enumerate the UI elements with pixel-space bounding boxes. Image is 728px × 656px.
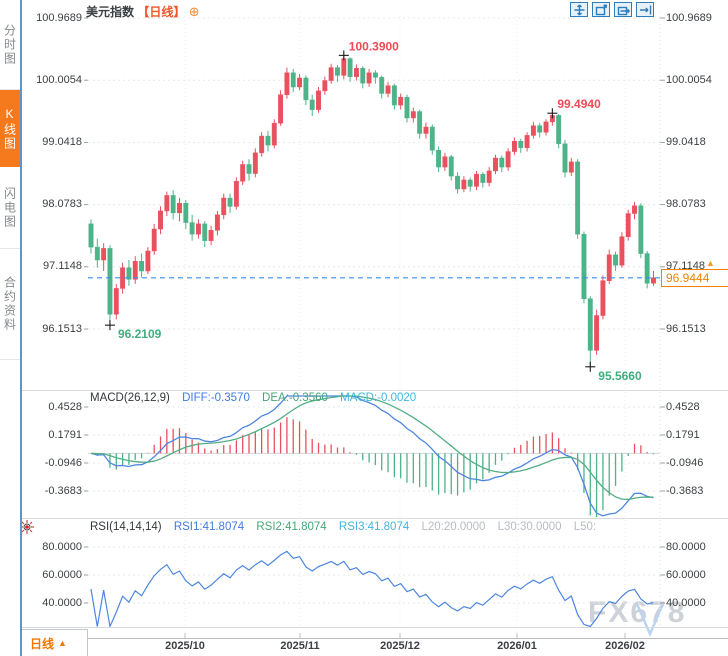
chart-title: 美元指数 【日线】 ⊕: [86, 3, 200, 20]
price-axis-label-left: 98.0783: [42, 198, 82, 211]
price-axis-label-right: 100.9689: [666, 11, 712, 24]
chart-toolbar: [570, 2, 654, 17]
macd-title: MACD(26,12,9): [90, 392, 170, 404]
rsi-title: RSI(14,14,14): [90, 521, 162, 533]
rsi-series: [90, 550, 654, 629]
macd-axis-label-right: 0.1791: [666, 428, 700, 441]
goto-latest-icon[interactable]: [636, 2, 654, 17]
rsi2-value: RSI2:41.8074: [256, 521, 327, 533]
price-annotations: 100.3900 99.4940 96.2109 95.5660: [104, 39, 642, 383]
rsi3-value: RSI3:41.8074: [338, 521, 410, 533]
sidebar-tab-kline-chart[interactable]: K线图: [0, 90, 20, 167]
price-axis-label-right: 99.0418: [666, 135, 706, 148]
price-axis-label-left: 99.0418: [42, 135, 82, 148]
rsi-axis-label-left: 60.0000: [42, 568, 82, 581]
extreme-high-label: 100.3900: [349, 39, 399, 53]
instrument-name: 美元指数: [86, 5, 135, 19]
rsi-header: RSI(14,14,14) RSI1:41.8074 RSI2:41.8074 …: [90, 521, 605, 533]
price-axis-label-left: 100.9689: [36, 11, 82, 24]
price-axis-label-left: 100.0054: [36, 73, 82, 86]
macd-axis-label-right: 0.4528: [666, 400, 700, 413]
period-selector-arrow-icon: ▲: [58, 638, 67, 648]
rsi-axis-label-right: 80.0000: [666, 540, 706, 553]
zoom-bars-icon[interactable]: [614, 2, 632, 17]
macd-axis-label-left: -0.0946: [44, 456, 82, 469]
date-axis-label: 2026/02: [605, 640, 645, 652]
price-axis-label-right: 96.1513: [666, 322, 706, 335]
date-axis-label: 2025/11: [280, 640, 320, 652]
sidebar-tab-lightning-chart[interactable]: 闪电图: [0, 167, 20, 249]
extreme-high-label: 99.4940: [557, 97, 601, 111]
rsi-l50-label: L50:: [573, 521, 597, 533]
macd-axis-label-left: -0.3683: [44, 484, 82, 497]
sidebar-tab-time-chart[interactable]: 分时图: [0, 0, 20, 90]
macd-axis-label-right: -0.0946: [666, 456, 704, 469]
rsi1-value: RSI1:41.8074: [173, 521, 245, 533]
pan-tool-icon[interactable]: [570, 2, 588, 17]
candlestick-series: [88, 55, 656, 367]
watermark-text: FX678: [588, 596, 687, 629]
period-selector[interactable]: 日线 ▲: [20, 629, 88, 656]
price-axis-label-right: 100.0054: [666, 73, 712, 86]
watermark-check-icon: [635, 603, 665, 638]
macd-hist-value: MACD:-0.0020: [340, 392, 417, 404]
period-selector-label: 日线: [30, 636, 55, 651]
rsi-axis-label-right: 40.0000: [666, 596, 706, 609]
date-axis-label: 2025/10: [165, 640, 205, 652]
sidebar-tab-contract-info[interactable]: 合约资料: [0, 249, 20, 360]
gridlines: [88, 12, 661, 627]
watermark: FX678: [588, 596, 687, 638]
rsi-axis-label-left: 80.0000: [42, 540, 82, 553]
period-tag: 【日线】: [137, 5, 186, 19]
rsi-axis-label-left: 40.0000: [42, 596, 82, 609]
macd-series: [90, 395, 655, 517]
macd-diff-value: DIFF:-0.3570: [182, 392, 250, 404]
rsi-axis-label-right: 60.0000: [666, 568, 706, 581]
date-axis-label: 2026/01: [497, 640, 537, 652]
extreme-low-label: 95.5660: [598, 369, 642, 383]
macd-axis-label-left: 0.4528: [48, 400, 82, 413]
price-axis-label-right: 98.0783: [666, 198, 706, 211]
add-indicator-icon[interactable]: ⊕: [188, 4, 200, 19]
current-price-tag: 96.9444: [661, 269, 728, 287]
price-axis-label-left: 96.1513: [42, 322, 82, 335]
sidebar: 分时图 K线图 闪电图 合约资料: [0, 0, 22, 656]
date-axis-label: 2025/12: [380, 640, 420, 652]
macd-dea-value: DEA:-0.3560: [262, 392, 328, 404]
extreme-low-label: 96.2109: [118, 327, 162, 341]
macd-axis-label-right: -0.3683: [666, 484, 704, 497]
price-up-arrow-icon: ▲: [706, 258, 715, 268]
panel-borders: [20, 17, 728, 639]
rsi-l30-label: L30:30.0000: [497, 521, 562, 533]
zoom-area-icon[interactable]: [592, 2, 610, 17]
macd-axis-label-left: 0.1791: [48, 428, 82, 441]
macd-header: MACD(26,12,9) DIFF:-0.3570 DEA:-0.3560 M…: [90, 392, 425, 404]
rsi-l20-label: L20:20.0000: [421, 521, 486, 533]
price-axis-label-left: 97.1148: [43, 260, 82, 273]
